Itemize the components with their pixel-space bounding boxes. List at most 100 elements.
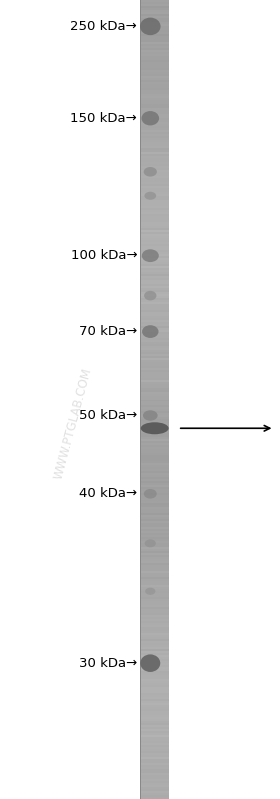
- Bar: [140, 449, 169, 451]
- Bar: [140, 18, 169, 20]
- Bar: [140, 607, 169, 609]
- Bar: [140, 188, 169, 190]
- Ellipse shape: [140, 654, 160, 672]
- Bar: [140, 593, 169, 595]
- Bar: [140, 735, 169, 737]
- Bar: [140, 388, 169, 390]
- Bar: [140, 785, 169, 787]
- Bar: [140, 112, 169, 113]
- Ellipse shape: [144, 291, 157, 300]
- Bar: [140, 226, 169, 228]
- Bar: [140, 679, 169, 681]
- Bar: [140, 542, 169, 543]
- Bar: [140, 296, 169, 298]
- Bar: [140, 767, 169, 769]
- Bar: [140, 130, 169, 132]
- Bar: [140, 462, 169, 463]
- Bar: [140, 609, 169, 611]
- Bar: [140, 671, 169, 673]
- Bar: [140, 713, 169, 715]
- Bar: [140, 2, 169, 4]
- Bar: [140, 795, 169, 797]
- Bar: [140, 100, 169, 101]
- Bar: [140, 160, 169, 161]
- Bar: [140, 350, 169, 352]
- Bar: [140, 338, 169, 340]
- Bar: [140, 264, 169, 265]
- Bar: [140, 76, 169, 78]
- Bar: [140, 779, 169, 781]
- Bar: [140, 230, 169, 232]
- Bar: [140, 174, 169, 176]
- Bar: [140, 727, 169, 729]
- Bar: [140, 24, 169, 26]
- Bar: [140, 257, 169, 260]
- Bar: [140, 467, 169, 470]
- Bar: [140, 198, 169, 200]
- Bar: [140, 685, 169, 687]
- Bar: [140, 26, 169, 28]
- Bar: [140, 326, 169, 328]
- Bar: [140, 641, 169, 643]
- Bar: [140, 419, 169, 422]
- Bar: [140, 228, 169, 230]
- Bar: [140, 324, 169, 326]
- Bar: [140, 625, 169, 627]
- Bar: [140, 693, 169, 695]
- Bar: [140, 212, 169, 213]
- Bar: [140, 574, 169, 575]
- Bar: [140, 0, 141, 799]
- Bar: [140, 630, 169, 631]
- Bar: [140, 300, 169, 301]
- Bar: [140, 470, 169, 471]
- Bar: [140, 336, 169, 337]
- Bar: [140, 662, 169, 663]
- Bar: [140, 575, 169, 577]
- Bar: [140, 328, 169, 329]
- Bar: [140, 638, 169, 639]
- Bar: [140, 70, 169, 72]
- Bar: [140, 435, 169, 438]
- Bar: [140, 146, 169, 148]
- Bar: [140, 606, 169, 607]
- Bar: [140, 238, 169, 240]
- Text: 100 kDa→: 100 kDa→: [71, 249, 137, 262]
- Bar: [140, 148, 169, 150]
- Bar: [140, 158, 169, 160]
- Text: 250 kDa→: 250 kDa→: [71, 20, 137, 33]
- Bar: [140, 411, 169, 414]
- Bar: [140, 423, 169, 425]
- Bar: [140, 122, 169, 124]
- Bar: [140, 369, 169, 372]
- Bar: [140, 783, 169, 785]
- Bar: [140, 793, 169, 795]
- Bar: [140, 54, 169, 56]
- Bar: [140, 745, 169, 747]
- Bar: [140, 353, 169, 356]
- Bar: [140, 6, 169, 8]
- Bar: [140, 60, 169, 62]
- Bar: [140, 276, 169, 278]
- Bar: [140, 503, 169, 506]
- Bar: [140, 598, 169, 599]
- Bar: [140, 318, 169, 320]
- Bar: [140, 558, 169, 559]
- Bar: [140, 98, 169, 100]
- Bar: [140, 422, 169, 423]
- Bar: [140, 204, 169, 205]
- Bar: [140, 590, 169, 591]
- Bar: [140, 106, 169, 108]
- Bar: [140, 407, 169, 409]
- Bar: [140, 718, 169, 719]
- Bar: [140, 507, 169, 510]
- Bar: [140, 8, 169, 10]
- Bar: [140, 749, 169, 751]
- Bar: [140, 216, 169, 217]
- Ellipse shape: [143, 411, 158, 420]
- Bar: [140, 22, 169, 24]
- Bar: [140, 463, 169, 465]
- Bar: [140, 138, 169, 140]
- Bar: [140, 471, 169, 473]
- Bar: [140, 358, 169, 360]
- Bar: [140, 78, 169, 80]
